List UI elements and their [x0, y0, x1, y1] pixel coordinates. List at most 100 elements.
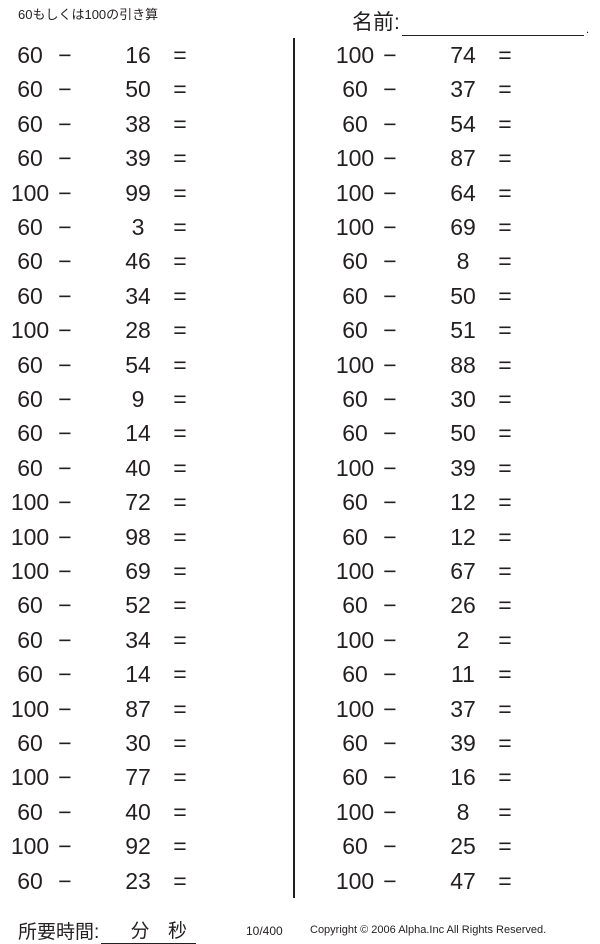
minus-sign: −	[58, 454, 72, 481]
minus-sign: −	[383, 420, 397, 447]
minus-sign: −	[383, 179, 397, 206]
minus-sign: −	[58, 695, 72, 722]
minuend: 60	[342, 76, 368, 103]
equals-sign: =	[173, 179, 187, 206]
minuend: 100	[335, 179, 375, 206]
equals-sign: =	[498, 248, 512, 275]
minus-sign: −	[383, 386, 397, 412]
minuend: 100	[10, 523, 50, 550]
problem-row: 100− 72 =	[0, 485, 240, 519]
equals-sign: =	[498, 798, 512, 825]
problem-row: 100− 87 =	[325, 141, 565, 175]
subtrahend: 30	[125, 730, 151, 756]
minuend: 60	[17, 386, 43, 412]
subtrahend: 14	[125, 661, 151, 688]
minuend: 60	[17, 730, 43, 756]
seconds-label: 秒	[168, 921, 188, 942]
subtrahend: 77	[125, 764, 151, 791]
problem-row: 60− 23 =	[0, 864, 240, 898]
minuend: 60	[17, 214, 43, 240]
minus-sign: −	[58, 145, 72, 172]
subtrahend: 34	[125, 626, 151, 653]
minus-sign: −	[58, 351, 72, 378]
problem-row: 60− 39 =	[0, 141, 240, 175]
equals-sign: =	[173, 661, 187, 688]
subtrahend: 8	[456, 798, 470, 825]
problem-row: 100− 37 =	[325, 692, 565, 726]
problem-row: 60− 14 =	[0, 657, 240, 691]
equals-sign: =	[173, 764, 187, 791]
problem-row: 60− 3 =	[0, 210, 240, 244]
problem-row: 100− 69 =	[0, 554, 240, 588]
equals-sign: =	[498, 110, 512, 137]
minus-sign: −	[58, 626, 72, 653]
problem-row: 100− 69 =	[325, 210, 565, 244]
equals-sign: =	[498, 523, 512, 550]
problem-row: 60− 52 =	[0, 588, 240, 622]
minus-sign: −	[58, 558, 72, 584]
subtrahend: 16	[125, 42, 151, 68]
minus-sign: −	[383, 523, 397, 550]
equals-sign: =	[498, 282, 512, 309]
problem-row: 60− 50 =	[325, 279, 565, 313]
subtrahend: 11	[451, 661, 475, 688]
problem-row: 60− 40 =	[0, 451, 240, 485]
problem-row: 60− 34 =	[0, 623, 240, 657]
minus-sign: −	[383, 214, 397, 240]
subtrahend: 14	[125, 420, 151, 447]
minus-sign: −	[58, 764, 72, 791]
minus-sign: −	[383, 282, 397, 309]
problem-row: 60− 16 =	[325, 760, 565, 794]
problem-row: 100− 47 =	[325, 864, 565, 898]
equals-sign: =	[498, 420, 512, 447]
name-label: 名前:	[352, 11, 400, 34]
problem-row: 100− 74 =	[325, 38, 565, 72]
subtrahend: 34	[125, 282, 151, 309]
subtrahend: 52	[125, 592, 151, 619]
equals-sign: =	[498, 351, 512, 378]
problem-row: 100− 2 =	[325, 623, 565, 657]
problem-row: 100− 87 =	[0, 692, 240, 726]
problem-row: 100− 98 =	[0, 520, 240, 554]
minus-sign: −	[383, 454, 397, 481]
equals-sign: =	[173, 317, 187, 344]
problem-row: 100− 88 =	[325, 348, 565, 382]
minus-sign: −	[383, 661, 397, 688]
subtrahend: 3	[131, 214, 145, 240]
subtrahend: 67	[450, 558, 476, 584]
equals-sign: =	[498, 867, 512, 894]
minuend: 60	[342, 489, 368, 516]
problem-row: 60− 54 =	[325, 107, 565, 141]
minus-sign: −	[383, 145, 397, 172]
subtrahend: 69	[450, 214, 476, 240]
minuend: 60	[17, 42, 43, 68]
subtrahend: 38	[125, 110, 151, 137]
minuend: 60	[342, 523, 368, 550]
minus-sign: −	[58, 730, 72, 756]
minutes-label: 分	[130, 921, 150, 942]
equals-sign: =	[173, 386, 187, 412]
problem-row: 100− 64 =	[325, 176, 565, 210]
subtrahend: 69	[125, 558, 151, 584]
minuend: 60	[17, 454, 43, 481]
problem-row: 60− 25 =	[325, 829, 565, 863]
subtrahend: 16	[450, 764, 476, 791]
equals-sign: =	[173, 420, 187, 447]
equals-sign: =	[498, 76, 512, 103]
equals-sign: =	[498, 592, 512, 619]
minuend: 60	[342, 730, 368, 756]
minuend: 100	[10, 764, 50, 791]
time-required: 所要時間: 分 秒	[18, 916, 197, 944]
minus-sign: −	[58, 214, 72, 240]
minus-sign: −	[383, 317, 397, 344]
minuend: 60	[342, 317, 368, 344]
subtrahend: 98	[125, 523, 151, 550]
minuend: 100	[335, 214, 375, 240]
minus-sign: −	[383, 730, 397, 756]
time-blank-line: 分 秒	[101, 916, 197, 944]
minuend: 60	[17, 110, 43, 137]
minuend: 60	[342, 833, 368, 860]
subtrahend: 88	[450, 351, 476, 378]
equals-sign: =	[498, 386, 512, 412]
equals-sign: =	[173, 214, 187, 240]
